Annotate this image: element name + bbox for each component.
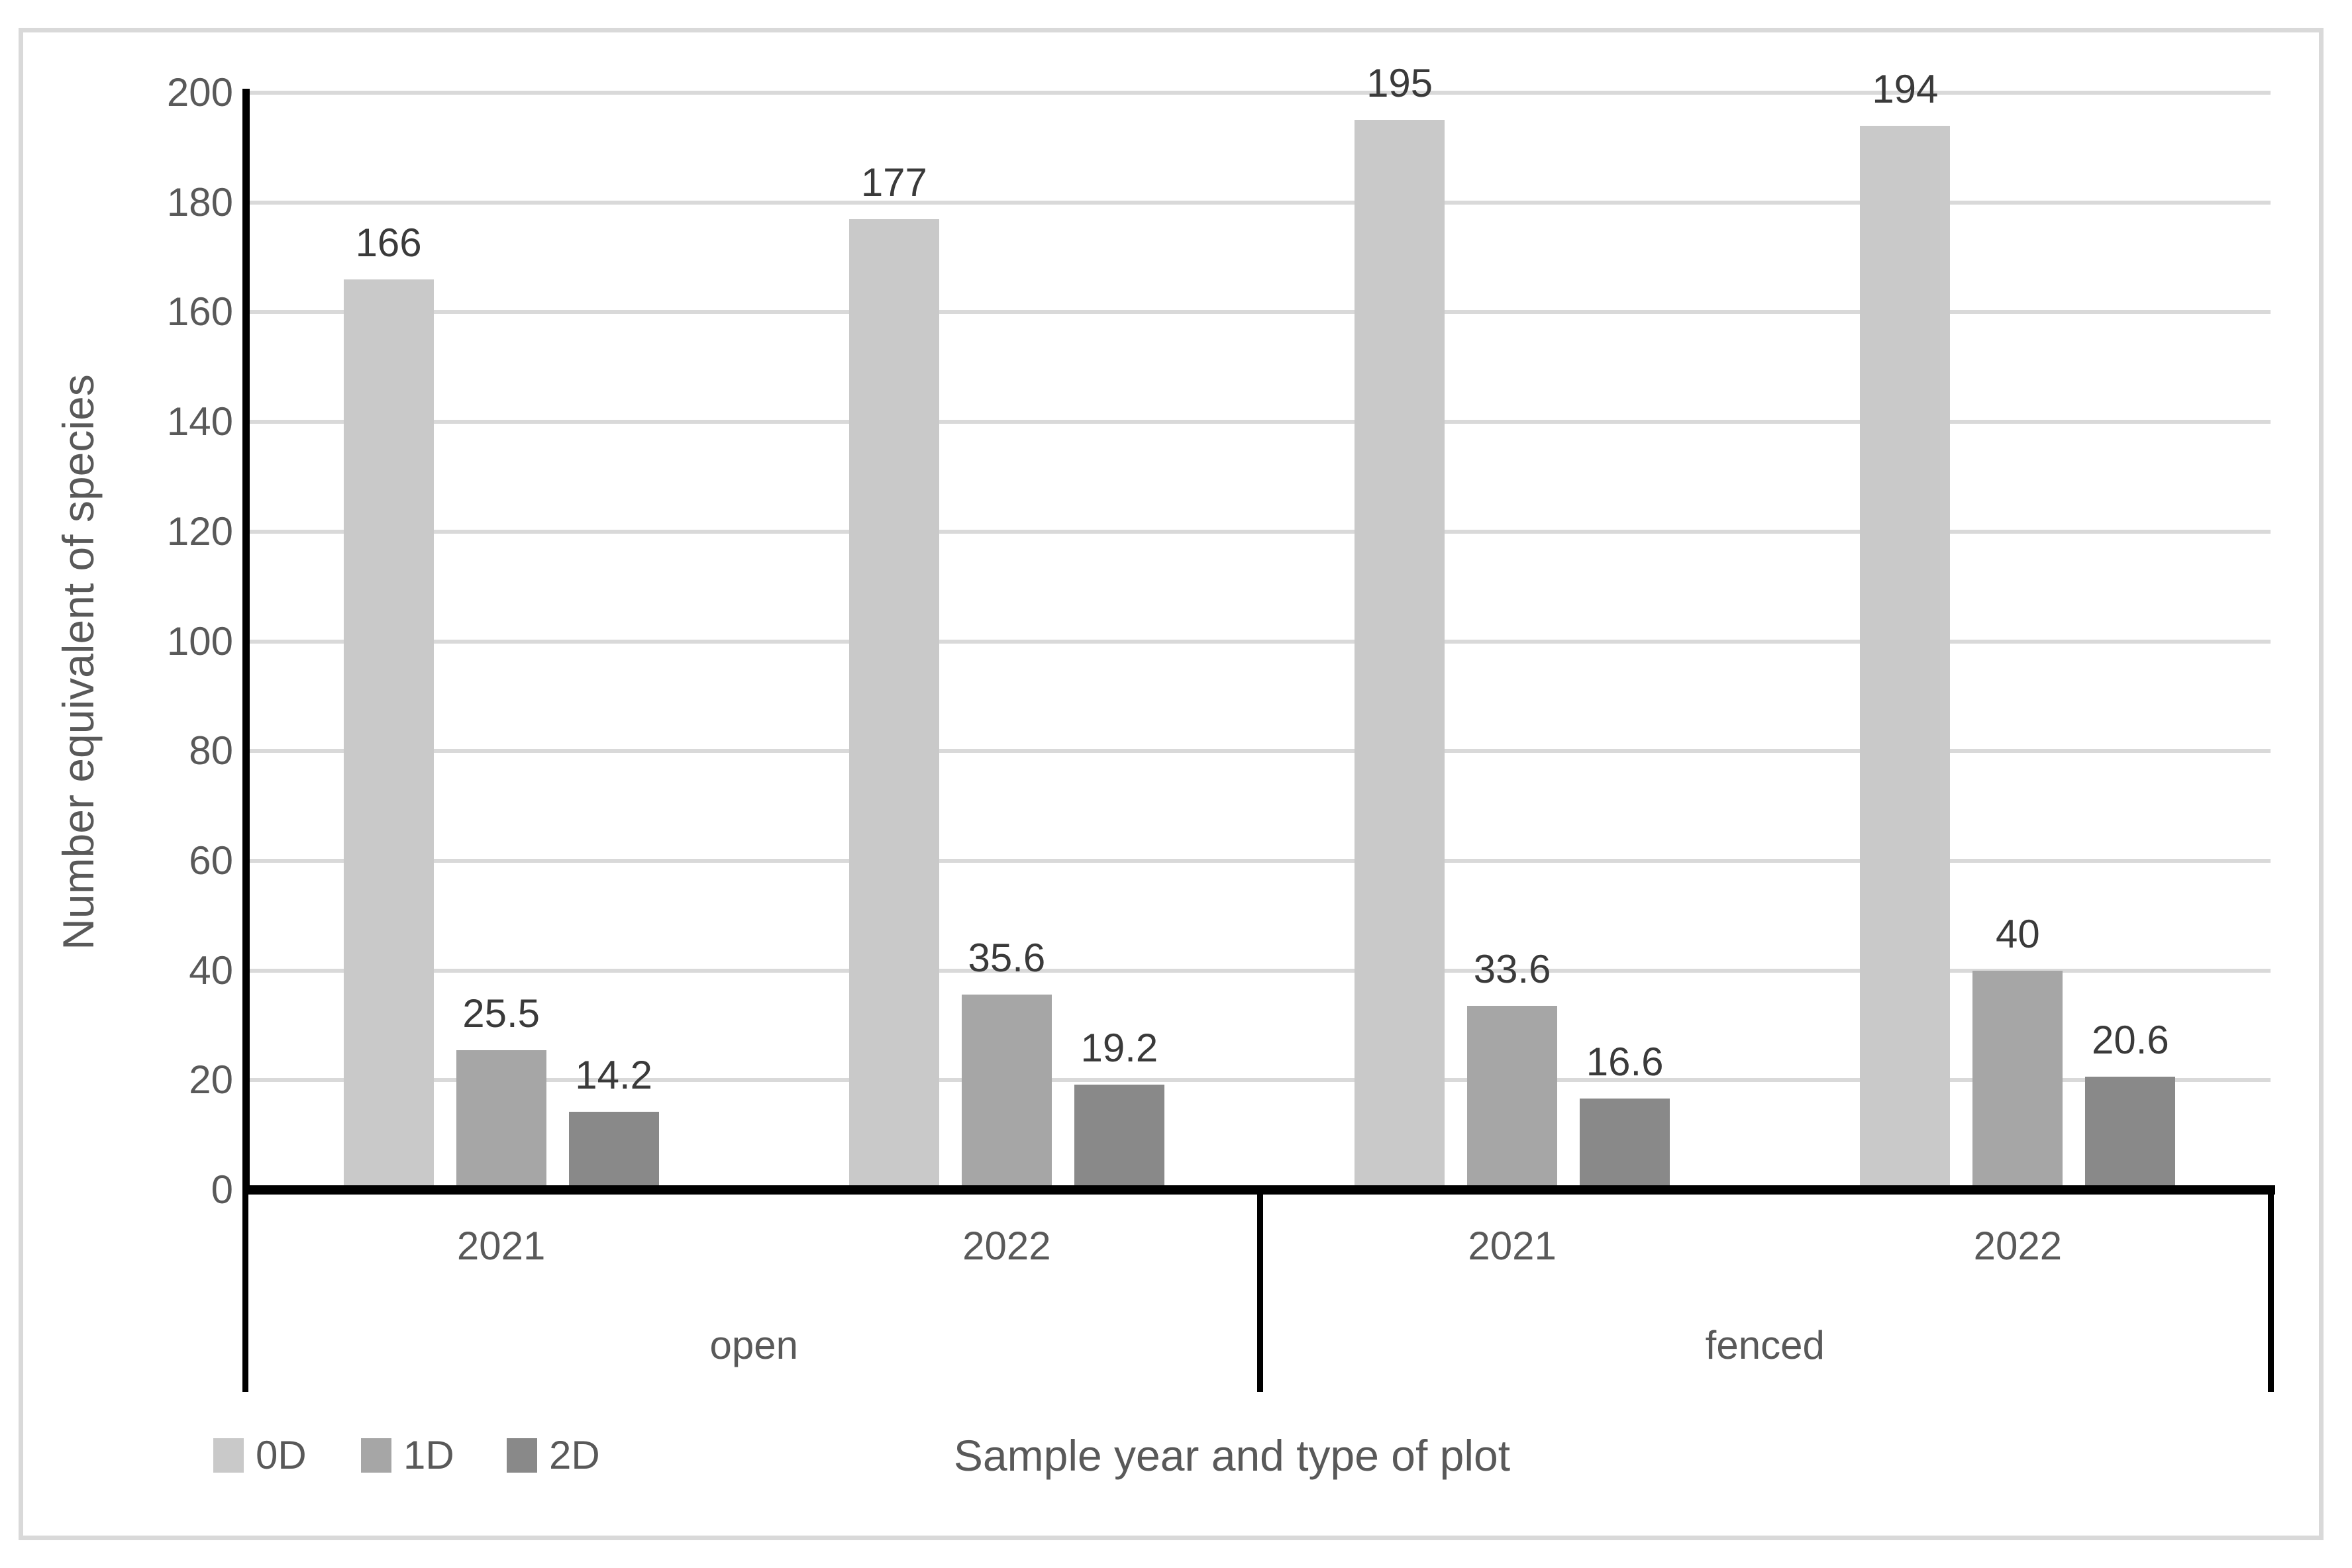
gridline-y-160 (248, 310, 2271, 315)
gridline-y-80 (248, 749, 2271, 754)
category-separator-2 (2268, 1193, 2274, 1392)
bar-0D-2022-fenced (1860, 125, 1951, 1190)
bar-2D-2021-fenced (1580, 1099, 1670, 1190)
figure-border (19, 28, 2324, 1540)
category-separator-0 (242, 1193, 248, 1392)
bar-0D-2022-open (848, 219, 939, 1190)
x-group-label-fenced: fenced (1705, 1323, 1825, 1367)
legend-swatch-0D (213, 1438, 244, 1473)
y-tick-label-40: 40 (189, 948, 233, 993)
y-tick-label-140: 140 (166, 399, 233, 444)
y-tick-label-60: 60 (189, 838, 233, 883)
legend-label-0D: 0D (256, 1433, 307, 1477)
y-tick-label-80: 80 (189, 728, 233, 773)
legend-swatch-1D (361, 1438, 391, 1473)
bar-0D-2021-fenced (1355, 120, 1445, 1190)
bar-1D-2022-open (961, 995, 1052, 1190)
x-category-label-open-2021: 2021 (456, 1224, 546, 1268)
bar-1D-2022-fenced (1972, 970, 2063, 1190)
bar-1D-2021-fenced (1467, 1005, 1558, 1190)
bar-value-label: 25.5 (462, 991, 540, 1036)
x-category-label-open-2022: 2022 (962, 1224, 1051, 1268)
gridline-y-20 (248, 1078, 2271, 1083)
gridline-y-40 (248, 968, 2271, 973)
bar-value-label: 20.6 (2091, 1018, 2169, 1063)
y-axis-line (242, 89, 250, 1190)
y-tick-label-180: 180 (166, 179, 233, 224)
bar-1D-2021-open (456, 1050, 546, 1190)
bar-value-label: 19.2 (1080, 1025, 1158, 1070)
bar-value-label: 40 (1996, 911, 2040, 956)
bar-value-label: 194 (1872, 66, 1939, 111)
gridline-y-120 (248, 529, 2271, 534)
gridline-y-180 (248, 200, 2271, 205)
bar-0D-2021-open (343, 279, 434, 1190)
legend-label-2D: 2D (549, 1433, 600, 1477)
x-axis-title: Sample year and type of plot (953, 1431, 1511, 1480)
y-tick-label-120: 120 (166, 509, 233, 554)
legend-label-1D: 1D (403, 1433, 454, 1477)
category-separator-1 (1256, 1193, 1263, 1392)
legend-swatch-2D (507, 1438, 537, 1473)
x-category-label-fenced-2021: 2021 (1468, 1224, 1557, 1268)
bar-value-label: 33.6 (1473, 946, 1551, 991)
bar-value-label: 14.2 (575, 1053, 653, 1098)
y-tick-label-20: 20 (189, 1057, 233, 1102)
y-tick-label-100: 100 (166, 618, 233, 663)
gridline-y-200 (248, 91, 2271, 95)
gridline-y-140 (248, 420, 2271, 424)
y-tick-label-0: 0 (211, 1167, 233, 1212)
bar-2D-2021-open (568, 1112, 659, 1190)
bar-value-label: 195 (1366, 61, 1433, 106)
bar-value-label: 16.6 (1586, 1040, 1664, 1085)
x-axis-line (242, 1185, 2275, 1195)
bar-2D-2022-fenced (2085, 1077, 2176, 1190)
x-category-label-fenced-2022: 2022 (1973, 1224, 2063, 1268)
y-tick-label-200: 200 (166, 70, 233, 115)
y-tick-label-160: 160 (166, 289, 233, 334)
bar-value-label: 166 (355, 220, 422, 265)
bar-value-label: 177 (860, 160, 927, 205)
gridline-y-60 (248, 858, 2271, 863)
bar-2D-2022-open (1074, 1084, 1164, 1190)
bar-value-label: 35.6 (968, 936, 1046, 981)
x-group-label-open: open (709, 1323, 798, 1367)
gridline-y-100 (248, 639, 2271, 644)
